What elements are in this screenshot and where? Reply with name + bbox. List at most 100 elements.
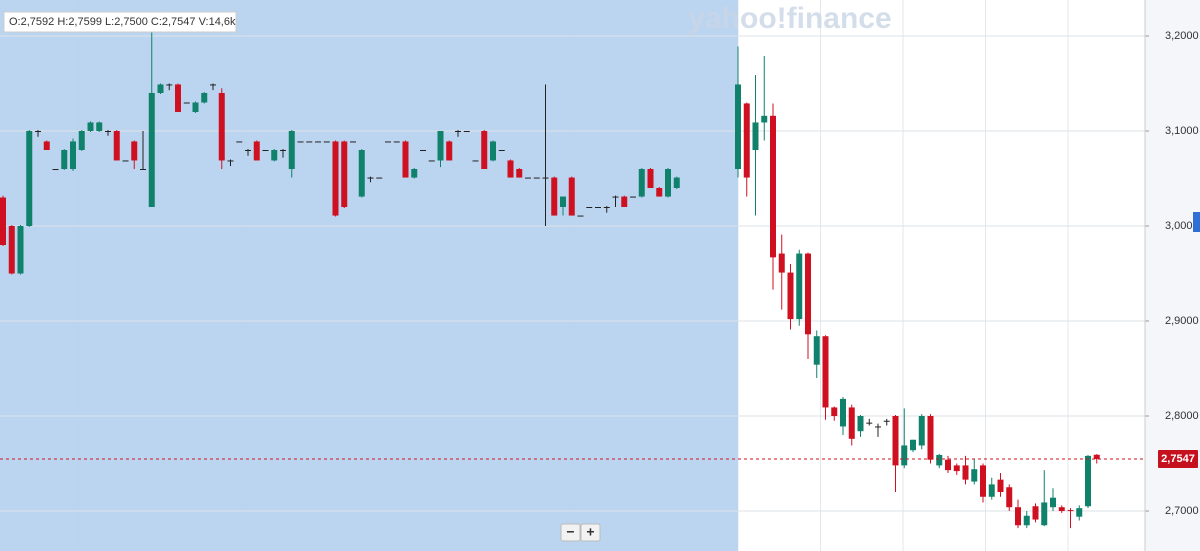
y-tick-label: 2,8000 [1165, 410, 1199, 422]
zoom-out-button[interactable] [560, 523, 581, 542]
candle-body [236, 141, 243, 143]
candle-body [761, 115, 768, 123]
candle-body [306, 141, 313, 143]
candle-body [971, 469, 978, 482]
candle-body [586, 207, 593, 209]
candle-body [393, 141, 400, 143]
candle-body [796, 253, 803, 320]
candle-body [297, 141, 304, 143]
candle-body [621, 196, 628, 208]
candle-body [113, 131, 120, 161]
y-tick-label: 2,9000 [1165, 315, 1199, 327]
candle-body [385, 141, 391, 143]
candle-body [498, 150, 505, 152]
ohlc-label: O:2,7592 H:2,7599 L:2,7500 C:2,7547 V:14… [9, 16, 236, 28]
candle-body [210, 84, 216, 86]
candle-body [953, 465, 960, 472]
candle-body [490, 141, 496, 161]
candle-body [122, 160, 129, 162]
candle-body [288, 131, 295, 170]
candle-body [735, 84, 741, 170]
candle-body [350, 141, 356, 143]
candle-body [61, 150, 68, 170]
candle-body [542, 177, 549, 179]
candle-body [630, 196, 636, 198]
candle-body [1023, 515, 1030, 526]
candle-body [472, 160, 479, 162]
candle-body [962, 465, 969, 480]
candle-body [822, 336, 829, 408]
candle-body [525, 177, 531, 179]
candle-body [358, 150, 365, 197]
candle-body [892, 416, 899, 466]
y-tick-label: 3,2000 [1165, 30, 1199, 42]
candle-body [997, 479, 1004, 493]
candle-body [1015, 507, 1021, 526]
candle-body [840, 398, 846, 427]
candle-body [665, 169, 671, 197]
candle-body [367, 177, 374, 179]
candle-body [376, 177, 383, 179]
side-tab[interactable] [1193, 212, 1200, 232]
candle-body [78, 131, 85, 151]
candle-body [603, 207, 610, 209]
candle-body [1006, 487, 1013, 508]
candle-body [17, 226, 24, 274]
candle-body [175, 84, 181, 113]
candle-body [848, 407, 855, 439]
candle-body [227, 160, 234, 162]
candle-body [43, 141, 50, 151]
candle-body [26, 131, 33, 227]
candle-body [1076, 508, 1083, 517]
candle-body [455, 131, 461, 133]
candle-body [192, 102, 199, 113]
candle-body [778, 253, 785, 273]
candle-body [52, 169, 59, 171]
candle-body [481, 131, 488, 170]
candle-body [568, 177, 575, 216]
last-price-tag [1158, 450, 1198, 469]
candle-body [0, 197, 6, 246]
candle-body [428, 160, 435, 162]
candle-body [420, 150, 426, 152]
candle-body [183, 102, 190, 104]
candle-body [218, 93, 225, 161]
candle-body [166, 84, 173, 86]
candle-body [647, 169, 654, 189]
candle-body [910, 439, 916, 451]
candle-body [883, 420, 890, 422]
candle-body [70, 141, 76, 170]
candle-body [980, 465, 986, 497]
candle-body [551, 177, 558, 216]
candle-body [927, 416, 934, 460]
candle-body [157, 84, 164, 94]
candle-body [87, 122, 94, 132]
y-tick-label: 2,7000 [1165, 505, 1199, 517]
last-price-label: 2,7547 [1161, 453, 1195, 465]
candle-body [595, 207, 601, 209]
zoom-out-label[interactable]: − [566, 524, 574, 540]
zoom-in-label[interactable]: + [586, 524, 594, 540]
zoom-in-button[interactable] [580, 523, 601, 542]
y-tick-label: 3,1000 [1165, 125, 1199, 137]
candle-body [323, 141, 330, 143]
candle-body [936, 454, 943, 466]
candle-body [656, 188, 663, 197]
highlight-region [0, 0, 738, 551]
candle-body [8, 226, 15, 274]
candle-body [901, 445, 908, 466]
axis-background [1145, 0, 1200, 551]
candle-body [787, 272, 794, 320]
candle-body [262, 150, 269, 152]
candle-body [148, 93, 155, 208]
ohlc-box [3, 11, 237, 33]
candle-body [866, 422, 873, 424]
candle-body [770, 115, 776, 258]
candle-body [813, 336, 820, 365]
candle-body [533, 177, 540, 179]
candle-body [1085, 455, 1091, 507]
candle-body [638, 169, 645, 197]
candle-body [315, 141, 321, 143]
